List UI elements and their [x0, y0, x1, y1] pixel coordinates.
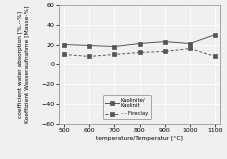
Text: coefficient water absorption [%.--%]
Koeffizient Wasseraufnahme [Masse-%]: coefficient water absorption [%.--%] Koe… [18, 6, 29, 123]
- - Fireclay [113, 53, 116, 55]
Kaolinite/
Kaolinit [138, 43, 141, 45]
Kaolinite/
Kaolinit [214, 34, 217, 36]
Kaolinite/
Kaolinit [189, 43, 191, 45]
Kaolinite/
Kaolinit [163, 41, 166, 42]
Kaolinite/
Kaolinit [63, 44, 65, 45]
- - Fireclay [138, 52, 141, 53]
Kaolinite/
Kaolinit [113, 45, 116, 47]
Line: - - Fireclay: - - Fireclay [62, 47, 217, 58]
Line: Kaolinite/
Kaolinit: Kaolinite/ Kaolinit [62, 33, 217, 48]
X-axis label: temperature/Temperatur [°C]: temperature/Temperatur [°C] [96, 136, 183, 141]
- - Fireclay [63, 53, 65, 55]
- - Fireclay [214, 55, 217, 57]
- - Fireclay [163, 51, 166, 52]
Kaolinite/
Kaolinit [88, 45, 91, 46]
- - Fireclay [189, 48, 191, 49]
Legend: Kaolinite/
Kaolinit, - - Fireclay: Kaolinite/ Kaolinit, - - Fireclay [103, 95, 151, 119]
- - Fireclay [88, 55, 91, 57]
